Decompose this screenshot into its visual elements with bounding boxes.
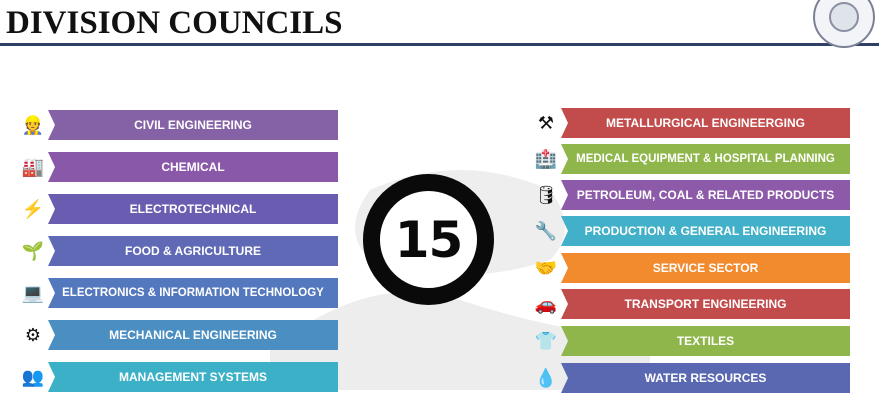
- council-water-resources[interactable]: 💧 WATER RESOURCES: [533, 363, 850, 393]
- council-petroleum-coal[interactable]: 🛢 PETROLEUM, COAL & RELATED PRODUCTS: [533, 180, 850, 210]
- council-transport-engineering[interactable]: 🚗 TRANSPORT ENGINEERING: [533, 289, 850, 319]
- team-network-icon: 👥: [21, 366, 45, 387]
- council-label: TRANSPORT ENGINEERING: [561, 289, 850, 319]
- council-electrotechnical[interactable]: ⚡ ELECTROTECHNICAL: [20, 194, 338, 224]
- service-hand-icon: 🤝: [534, 257, 558, 278]
- council-count: 15: [394, 210, 464, 269]
- page-title: DIVISION COUNCILS: [6, 5, 343, 41]
- council-label: METALLURGICAL ENGINEERGING: [561, 108, 850, 138]
- council-label: WATER RESOURCES: [561, 363, 850, 393]
- council-label: SERVICE SECTOR: [561, 253, 850, 283]
- oil-pump-icon: 🛢: [534, 184, 558, 205]
- council-label: PETROLEUM, COAL & RELATED PRODUCTS: [561, 180, 850, 210]
- worker-gear-icon: 🔧: [534, 220, 558, 241]
- council-textiles[interactable]: 👕 TEXTILES: [533, 326, 850, 356]
- council-count-badge: 15: [363, 174, 494, 305]
- council-label: CIVIL ENGINEERING: [48, 110, 338, 140]
- council-medical-equipment[interactable]: 🏥 MEDICAL EQUIPMENT & HOSPITAL PLANNING: [533, 144, 850, 174]
- council-label: PRODUCTION & GENERAL ENGINEERING: [561, 216, 850, 246]
- plant-sprout-icon: 🌱: [21, 240, 45, 261]
- council-label: ELECTRONICS & INFORMATION TECHNOLOGY: [48, 278, 338, 308]
- council-label: ELECTROTECHNICAL: [48, 194, 338, 224]
- council-label: FOOD & AGRICULTURE: [48, 236, 338, 266]
- council-food-agriculture[interactable]: 🌱 FOOD & AGRICULTURE: [20, 236, 338, 266]
- metal-forge-icon: ⚒: [537, 112, 555, 133]
- council-label: CHEMICAL: [48, 152, 338, 182]
- hard-hat-worker-icon: 👷: [21, 114, 45, 135]
- gear-machine-icon: ⚙: [24, 324, 42, 345]
- council-label: MECHANICAL ENGINEERING: [48, 320, 338, 350]
- council-chemical[interactable]: 🏭 CHEMICAL: [20, 152, 338, 182]
- council-production-general-engineering[interactable]: 🔧 PRODUCTION & GENERAL ENGINEERING: [533, 216, 850, 246]
- car-icon: 🚗: [534, 293, 558, 314]
- council-mechanical-engineering[interactable]: ⚙ MECHANICAL ENGINEERING: [20, 320, 338, 350]
- council-label: TEXTILES: [561, 326, 850, 356]
- header-divider: [0, 43, 879, 46]
- council-electronics-it[interactable]: 💻 ELECTRONICS & INFORMATION TECHNOLOGY: [20, 278, 338, 308]
- hospital-icon: 🏥: [534, 148, 558, 169]
- factory-icon: 🏭: [21, 156, 45, 177]
- council-label: MEDICAL EQUIPMENT & HOSPITAL PLANNING: [561, 144, 850, 174]
- council-label: MANAGEMENT SYSTEMS: [48, 362, 338, 392]
- tshirt-icon: 👕: [534, 330, 558, 351]
- council-civil-engineering[interactable]: 👷 CIVIL ENGINEERING: [20, 110, 338, 140]
- council-metallurgical-engineering[interactable]: ⚒ METALLURGICAL ENGINEERGING: [533, 108, 850, 138]
- electric-plant-icon: ⚡: [21, 198, 45, 219]
- water-drop-icon: 💧: [534, 367, 558, 388]
- institute-seal-logo: [813, 0, 875, 48]
- council-management-systems[interactable]: 👥 MANAGEMENT SYSTEMS: [20, 362, 338, 392]
- council-service-sector[interactable]: 🤝 SERVICE SECTOR: [533, 253, 850, 283]
- person-at-computer-icon: 💻: [21, 282, 45, 303]
